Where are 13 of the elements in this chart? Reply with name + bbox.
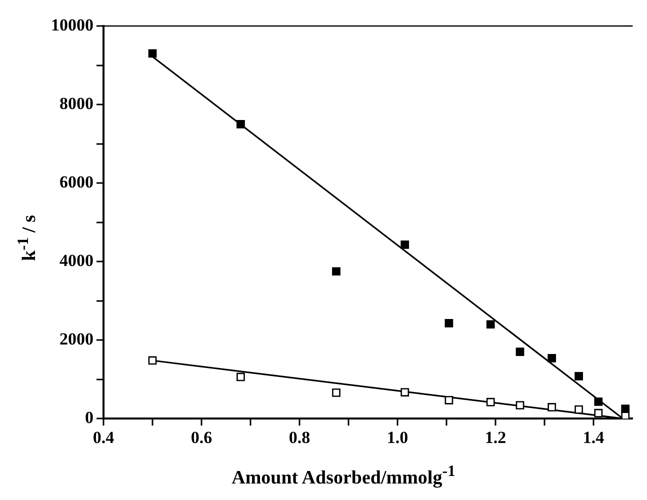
y-tick-label: 6000 xyxy=(60,172,94,192)
x-axis-title: Amount Adsorbed/mmolg$^{-1}$ xyxy=(230,463,456,490)
text: 1.0 xyxy=(386,428,408,448)
x-tick-label: 1.4 xyxy=(582,428,605,448)
y-tick-label: 10000 xyxy=(51,15,94,34)
x-tick-label: 0.4 xyxy=(92,428,115,448)
y-tick-label: 2000 xyxy=(60,329,94,348)
x-tick-label: 0.8 xyxy=(288,428,310,448)
x-tick-label: 1.2 xyxy=(484,428,506,448)
y-tick-label: 8000 xyxy=(60,94,94,113)
x-tick-label: 0.6 xyxy=(190,428,212,448)
y-tick-label: 4000 xyxy=(60,250,94,270)
y-tick-label: 0 xyxy=(85,408,94,427)
